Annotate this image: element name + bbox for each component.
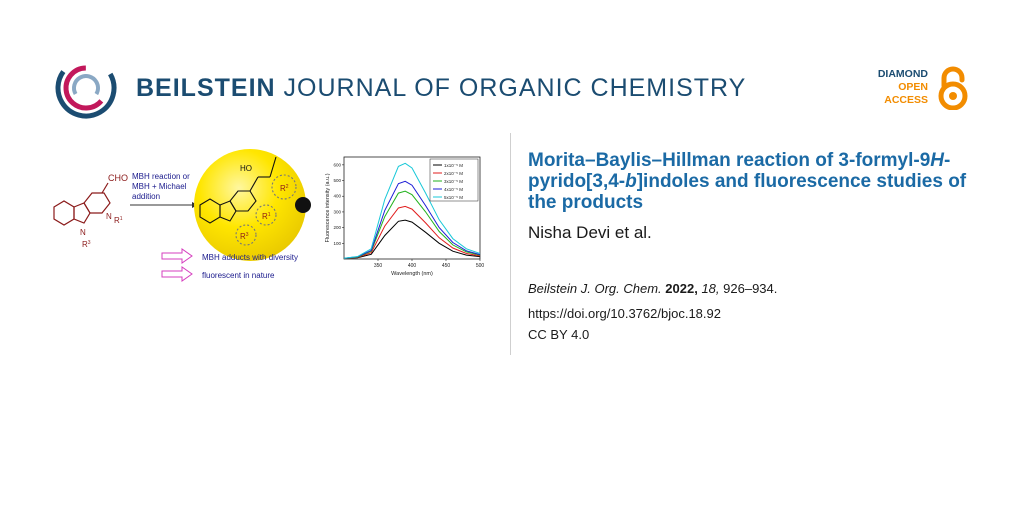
article-title[interactable]: Morita–Baylis–Hillman reaction of 3-form… [528, 150, 967, 213]
open-lock-icon [938, 66, 968, 110]
legend-label-4: 4x10⁻⁵ M [444, 187, 463, 192]
y-tick-label-2: 200 [333, 225, 341, 230]
x-tick-label-2: 400 [408, 263, 417, 269]
journal-header: BEILSTEIN JOURNAL OF ORGANIC CHEMISTRY D… [0, 0, 1024, 130]
legend-label-3: 3x10⁻⁵ M [444, 179, 463, 184]
chart-legend-box [429, 158, 479, 202]
license-text: CC BY 4.0 [528, 327, 590, 342]
badge-line-diamond: DIAMOND [877, 68, 928, 80]
cho-label: CHO [108, 173, 128, 183]
legend-label-5: 5x10⁻⁵ M [444, 195, 463, 200]
y-tick-label-3: 300 [333, 209, 341, 214]
note-fluorescent: fluorescent in nature [202, 271, 275, 280]
open-access-badge: DIAMOND OPEN ACCESS [862, 66, 972, 112]
citation-volume: 18, [701, 281, 720, 296]
y-tick-label-5: 500 [333, 178, 341, 183]
reaction-condition-3: addition [132, 192, 160, 201]
badge-line-open: OPEN [898, 81, 928, 93]
y-tick-label-1: 100 [333, 241, 341, 246]
chart-series-line-5 [343, 162, 481, 259]
chart-series-line-2 [343, 205, 481, 259]
product-r1-label: R1 [262, 212, 271, 221]
r3-label: R3 [82, 240, 91, 249]
y-tick-label-4: 400 [333, 194, 341, 199]
badge-line-access: ACCESS [884, 94, 928, 106]
note-diversity: MBH adducts with diversity [202, 253, 298, 262]
reaction-condition-2: MBH + Michael [132, 182, 187, 191]
x-tick-label-4: 500 [476, 263, 485, 269]
journal-abbr: Beilstein J. Org. Chem. [528, 281, 662, 296]
legend-label-1: 1x10⁻⁵ M [444, 163, 463, 168]
molecule-n1: N [80, 228, 86, 237]
molecule-n2: N [106, 212, 112, 221]
chart-series-line-3 [343, 190, 481, 259]
note-arrow-1 [161, 248, 193, 264]
reaction-condition-1: MBH reaction or [132, 172, 190, 181]
x-tick-label-1: 350 [374, 263, 383, 269]
chart-y-axis-label: Fluorescence intensity (a.u.) [325, 173, 331, 242]
product-r2-label: R2 [280, 184, 289, 193]
chart-series-line-1 [343, 219, 481, 259]
journal-name[interactable]: BEILSTEIN JOURNAL OF ORGANIC CHEMISTRY [136, 74, 746, 103]
x-tick-label-3: 450 [442, 263, 451, 269]
article-citation: Beilstein J. Org. Chem. 2022, 18, 926–93… [528, 281, 998, 296]
r1-label: R1 [114, 216, 123, 225]
product-molecule [199, 156, 297, 246]
doi-link[interactable]: https://doi.org/10.3762/bjoc.18.92 [528, 306, 721, 321]
y-tick-label-6: 600 [333, 162, 341, 167]
fluorescence-chart: 350 400 450 500 100 200 300 400 500 600 Wavelength… [325, 156, 485, 277]
citation-year: 2022, [665, 281, 698, 296]
product-r3-label: R3 [240, 232, 249, 241]
ho-label: HO [240, 164, 252, 173]
article-info: Morita–Baylis–Hillman reaction of 3-form… [528, 150, 998, 342]
note-arrow-2 [161, 266, 193, 282]
journal-logo-icon [55, 57, 117, 119]
starting-molecule [53, 182, 111, 226]
column-divider [510, 133, 511, 355]
sphere-connector-dot [295, 197, 311, 213]
legend-label-2: 2x10⁻⁵ M [444, 171, 463, 176]
chart-series-line-4 [343, 180, 481, 259]
chart-x-axis-label: Wavelength (nm) [391, 271, 433, 277]
journal-name-bold: BEILSTEIN [136, 74, 276, 102]
graphical-abstract: CHO N N R1 R3 MBH reaction or MBH + Mich… [53, 149, 485, 282]
citation-pages: 926–934. [723, 281, 778, 296]
journal-name-light: JOURNAL OF ORGANIC CHEMISTRY [283, 74, 747, 102]
article-authors: Nisha Devi et al. [528, 223, 652, 242]
